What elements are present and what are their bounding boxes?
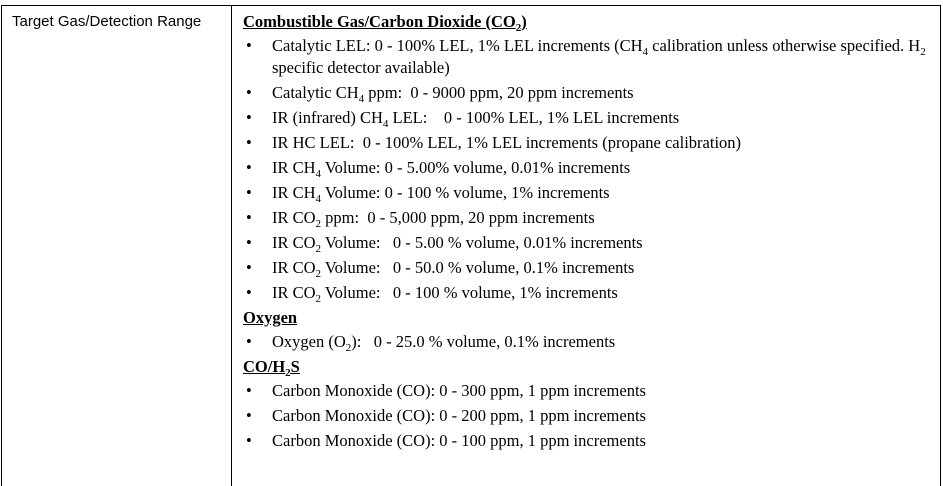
text-run: Oxygen <box>243 308 298 327</box>
subscript: 2 <box>285 367 291 379</box>
subscript: 2 <box>345 342 352 354</box>
subscript: 4 <box>642 46 649 58</box>
subscript: 4 <box>315 193 322 205</box>
subscript: 4 <box>358 93 365 105</box>
bullet-list: Carbon Monoxide (CO): 0 - 300 ppm, 1 ppm… <box>243 380 932 452</box>
bullet-list: Catalytic LEL: 0 - 100% LEL, 1% LEL incr… <box>243 35 932 305</box>
list-item: IR CH4 Volume: 0 - 5.00% volume, 0.01% i… <box>246 157 932 180</box>
text-run: ppm: 0 - 9000 ppm, 20 ppm increments <box>364 83 634 102</box>
text-run: Volume: 0 - 50.0 % volume, 0.1% incremen… <box>321 258 635 277</box>
text-run: IR CH <box>272 183 316 202</box>
section-heading: Combustible Gas/Carbon Dioxide (CO2) <box>243 11 932 34</box>
row-label: Target Gas/Detection Range <box>2 6 232 486</box>
text-run: ): 0 - 25.0 % volume, 0.1% increments <box>351 332 616 351</box>
text-run: specific detector available) <box>272 36 930 77</box>
list-item: Carbon Monoxide (CO): 0 - 200 ppm, 1 ppm… <box>246 405 932 427</box>
bullet-list: Oxygen (O2): 0 - 25.0 % volume, 0.1% inc… <box>243 331 932 354</box>
subscript: 4 <box>315 168 322 180</box>
list-item: IR CH4 Volume: 0 - 100 % volume, 1% incr… <box>246 182 932 205</box>
subscript: 2 <box>920 46 926 58</box>
list-item: IR CO2 Volume: 0 - 5.00 % volume, 0.01% … <box>246 232 932 255</box>
text-run: calibration unless otherwise specified. … <box>648 36 921 55</box>
text-run: Carbon Monoxide (CO): 0 - 300 ppm, 1 ppm… <box>272 381 646 400</box>
text-run: Carbon Monoxide (CO): 0 - 200 ppm, 1 ppm… <box>272 406 646 425</box>
list-item: IR CO2 Volume: 0 - 100 % volume, 1% incr… <box>246 282 932 305</box>
section-heading: Oxygen <box>243 307 932 329</box>
text-run: IR CH <box>272 158 316 177</box>
section-heading: CO/H2S <box>243 356 932 379</box>
list-item: IR CO2 ppm: 0 - 5,000 ppm, 20 ppm increm… <box>246 207 932 230</box>
text-run: IR CO <box>272 283 316 302</box>
text-run: ppm: 0 - 5,000 ppm, 20 ppm increments <box>321 208 595 227</box>
text-run: CO/H <box>243 357 286 376</box>
text-run: IR (infrared) CH <box>272 108 383 127</box>
list-item: IR (infrared) CH4 LEL: 0 - 100% LEL, 1% … <box>246 107 932 130</box>
subscript: 2 <box>315 218 322 230</box>
spec-table: Target Gas/Detection Range Combustible G… <box>1 5 941 486</box>
page: Target Gas/Detection Range Combustible G… <box>0 0 943 472</box>
list-item: Oxygen (O2): 0 - 25.0 % volume, 0.1% inc… <box>246 331 932 354</box>
text-run: Volume: 0 - 5.00% volume, 0.01% incremen… <box>321 158 631 177</box>
subscript: 2 <box>315 243 322 255</box>
list-item: IR HC LEL: 0 - 100% LEL, 1% LEL incremen… <box>246 132 932 154</box>
subscript: 2 <box>315 268 322 280</box>
list-item: Catalytic LEL: 0 - 100% LEL, 1% LEL incr… <box>246 35 932 79</box>
text-run: IR CO <box>272 258 316 277</box>
text-run: Volume: 0 - 5.00 % volume, 0.01% increme… <box>321 233 643 252</box>
text-run: IR HC LEL: 0 - 100% LEL, 1% LEL incremen… <box>272 133 742 152</box>
list-item: IR CO2 Volume: 0 - 50.0 % volume, 0.1% i… <box>246 257 932 280</box>
text-run: Catalytic LEL: 0 - 100% LEL, 1% LEL incr… <box>272 36 643 55</box>
text-run: IR CO <box>272 208 316 227</box>
text-run: LEL: 0 - 100% LEL, 1% LEL increments <box>388 108 680 127</box>
subscript: 2 <box>515 22 522 34</box>
list-item: Carbon Monoxide (CO): 0 - 300 ppm, 1 ppm… <box>246 380 932 402</box>
text-run: S <box>290 357 300 376</box>
subscript: 4 <box>382 118 389 130</box>
subscript: 2 <box>315 293 322 305</box>
text-run: Volume: 0 - 100 % volume, 1% increments <box>321 183 610 202</box>
row-content: Combustible Gas/Carbon Dioxide (CO2)Cata… <box>243 11 932 455</box>
text-run: Carbon Monoxide (CO): 0 - 100 ppm, 1 ppm… <box>272 431 646 450</box>
text-run: Oxygen (O <box>272 332 346 351</box>
text-run: IR CO <box>272 233 316 252</box>
text-run: ) <box>521 12 527 31</box>
text-run: Volume: 0 - 100 % volume, 1% increments <box>321 283 618 302</box>
text-run: Catalytic CH <box>272 83 359 102</box>
list-item: Carbon Monoxide (CO): 0 - 100 ppm, 1 ppm… <box>246 430 932 452</box>
list-item: Catalytic CH4 ppm: 0 - 9000 ppm, 20 ppm … <box>246 82 932 105</box>
text-run: Combustible Gas/Carbon Dioxide (CO <box>243 12 516 31</box>
